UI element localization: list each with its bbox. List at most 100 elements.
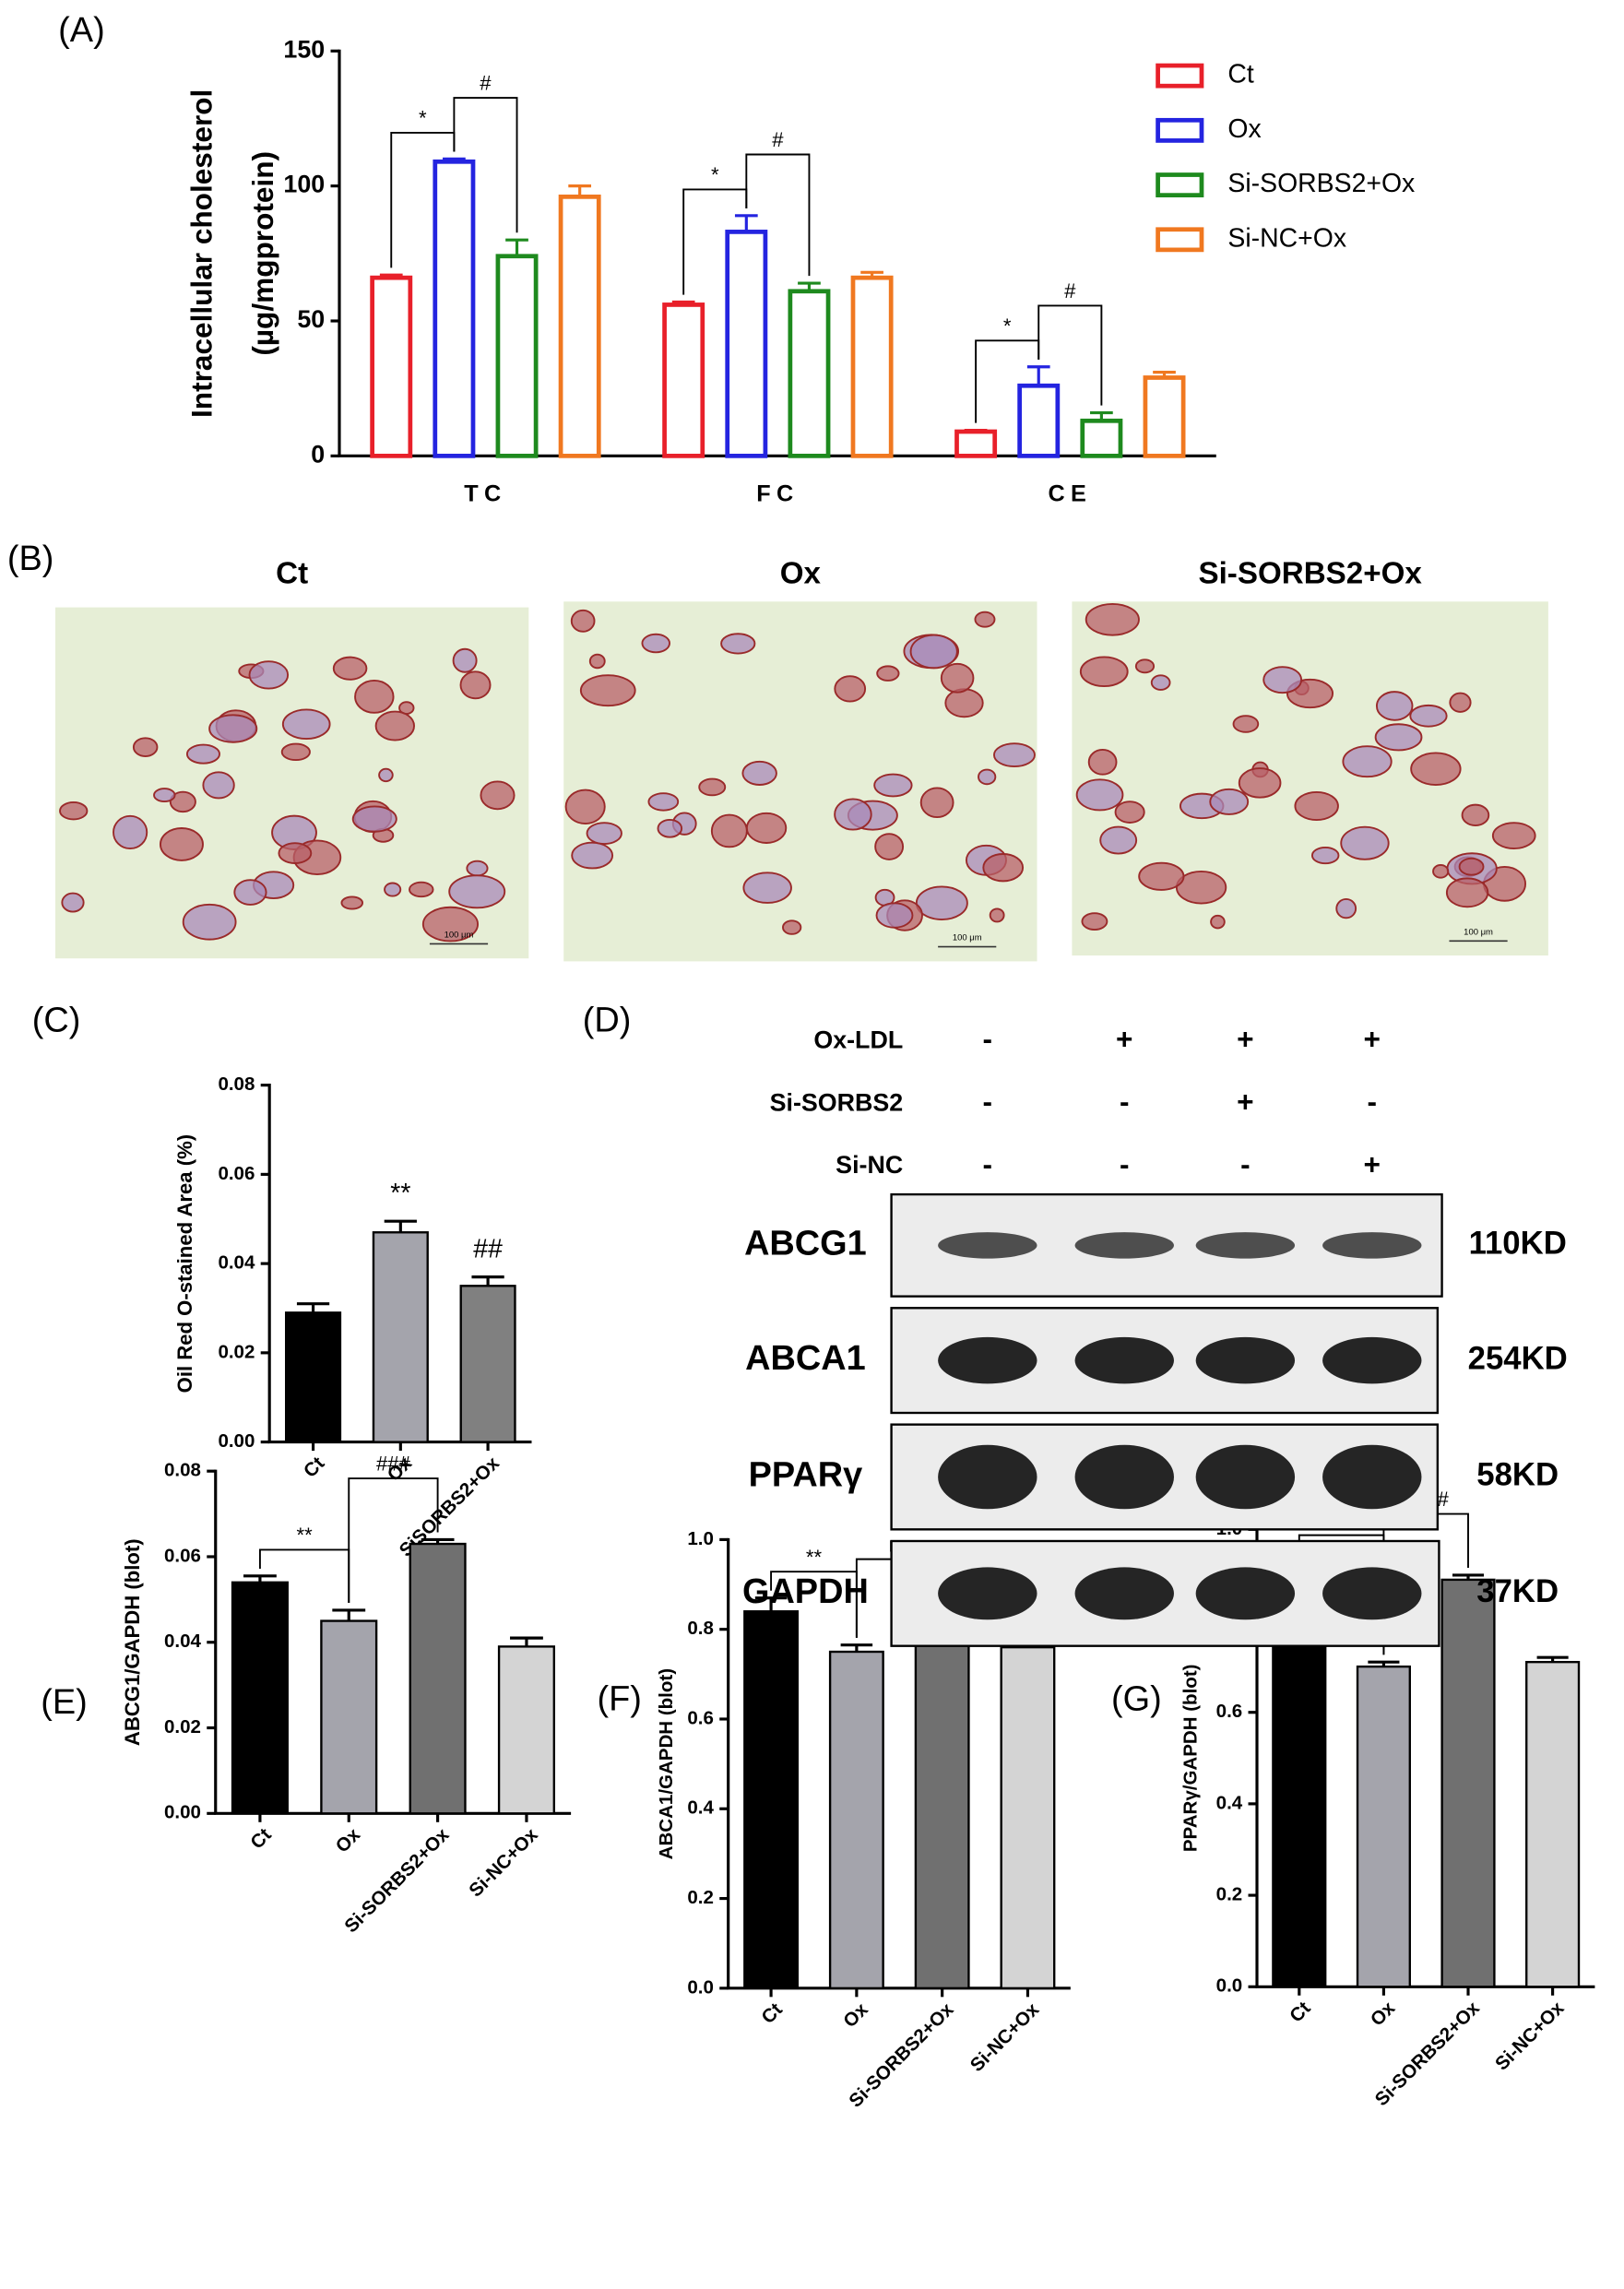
- cell: [742, 872, 792, 904]
- x-tick-label: Si-NC+Ox: [465, 1824, 542, 1902]
- y-tick-label: 0.04: [218, 1252, 255, 1274]
- treatment-sign: -: [983, 1147, 993, 1180]
- cell: [354, 679, 395, 714]
- band-size: 58KD: [1476, 1458, 1559, 1493]
- panel-label: (B): [7, 540, 54, 578]
- cell: [571, 841, 614, 870]
- image-title: Ox: [780, 557, 822, 591]
- cell: [248, 660, 290, 690]
- y-axis-label: ABCG1/GAPDH (blot): [121, 1538, 144, 1746]
- legend-label: Si-SORBS2+Ox: [1227, 169, 1415, 198]
- y-tick-label: 0.2: [1216, 1884, 1243, 1905]
- bar: [459, 1285, 516, 1443]
- protein-label: ABCA1: [745, 1339, 866, 1378]
- bar: [320, 1619, 378, 1815]
- legend-swatch: [1156, 63, 1204, 89]
- treatment-sign: -: [1368, 1085, 1378, 1119]
- cell: [834, 798, 872, 831]
- cell: [466, 860, 489, 877]
- panel-label: (A): [58, 11, 105, 50]
- bar: [743, 1610, 800, 1990]
- bar: [1440, 1578, 1496, 1988]
- cell: [1209, 788, 1250, 815]
- bar: [231, 1581, 289, 1815]
- significance-label: *: [1003, 314, 1012, 338]
- panel-label: (G): [1111, 1680, 1162, 1719]
- cell: [169, 790, 196, 813]
- treatment-sign: -: [1120, 1085, 1130, 1119]
- cell: [993, 742, 1036, 768]
- y-tick-label: 0.02: [164, 1716, 201, 1738]
- error-bar: [840, 1643, 873, 1653]
- cell: [915, 885, 968, 920]
- bar: [788, 289, 831, 458]
- treatment-sign: -: [983, 1085, 993, 1119]
- band: [938, 1567, 1037, 1620]
- cell: [480, 780, 516, 811]
- band: [938, 1336, 1037, 1384]
- significance-label: **: [806, 1546, 823, 1569]
- cell: [876, 665, 900, 682]
- y-tick-label: 0.08: [164, 1460, 201, 1481]
- significance-bracket: [1037, 304, 1103, 406]
- error-bar: [1368, 1660, 1400, 1667]
- significance-bracket: [453, 97, 518, 233]
- scale-bar-label: 100 μm: [953, 933, 982, 943]
- treatment-sign: +: [1237, 1085, 1253, 1119]
- error-bar: [505, 238, 528, 256]
- bar: [1525, 1660, 1581, 1988]
- bar: [1017, 383, 1061, 458]
- cell: [340, 895, 364, 910]
- error-bar: [243, 1574, 277, 1583]
- y-axis-label: PPARγ/GAPDH (blot): [1179, 1664, 1201, 1852]
- bar: [1080, 418, 1123, 458]
- cell: [1458, 857, 1485, 876]
- band: [1074, 1444, 1174, 1510]
- band: [1322, 1232, 1422, 1259]
- cell: [1138, 861, 1185, 891]
- cell: [1238, 767, 1282, 799]
- cell: [208, 714, 258, 743]
- y-tick-label: 100: [283, 171, 325, 198]
- cell: [1310, 846, 1340, 865]
- cell: [113, 814, 148, 849]
- legend-label: Si-NC+Ox: [1227, 223, 1346, 253]
- cell: [1099, 825, 1138, 855]
- cell: [741, 760, 777, 786]
- y-tick-label: 0.8: [687, 1618, 714, 1639]
- cell: [745, 812, 788, 844]
- bar: [433, 159, 476, 458]
- cell: [185, 743, 220, 765]
- cell: [384, 882, 402, 897]
- cell: [1175, 870, 1227, 905]
- band-size: 110KD: [1469, 1227, 1567, 1262]
- significance-bracket: [745, 153, 811, 277]
- cell: [1340, 825, 1390, 860]
- cell: [1449, 692, 1472, 713]
- x-tick-label: TC: [464, 481, 506, 507]
- cell: [1342, 745, 1393, 778]
- y-tick-label: 50: [297, 305, 325, 333]
- band: [1195, 1232, 1296, 1259]
- cell: [782, 919, 802, 935]
- cell: [202, 771, 235, 800]
- cell: [1335, 898, 1357, 919]
- y-axis-label: (µg/mgprotein): [246, 151, 279, 356]
- cells: [564, 609, 1036, 935]
- bar: [662, 302, 705, 458]
- protein-label: ABCG1: [744, 1224, 867, 1263]
- cell: [1445, 877, 1489, 908]
- significance-label: #: [772, 128, 784, 151]
- cell: [989, 907, 1005, 923]
- cell: [1374, 723, 1423, 752]
- cell: [1087, 748, 1118, 776]
- cell: [978, 768, 997, 786]
- protein-label: PPARγ: [749, 1456, 863, 1495]
- cell: [1114, 801, 1145, 824]
- bar: [850, 275, 894, 458]
- y-tick-label: 0.00: [218, 1430, 255, 1452]
- band: [1074, 1232, 1174, 1259]
- cell: [1461, 803, 1490, 827]
- bar: [1143, 375, 1186, 458]
- x-tick-label: CE: [1048, 481, 1092, 507]
